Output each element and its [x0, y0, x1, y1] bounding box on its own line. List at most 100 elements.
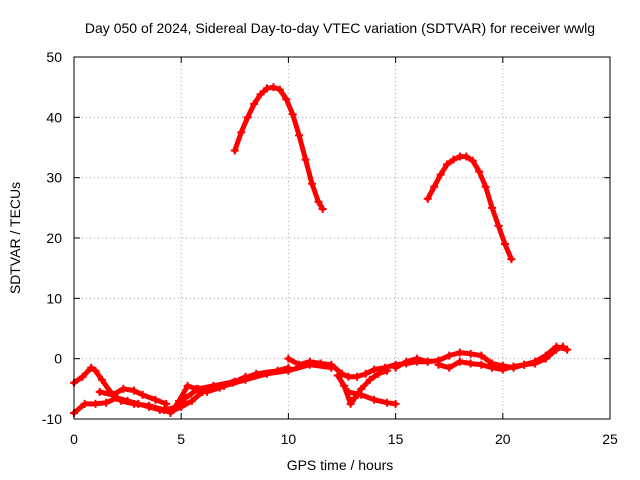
data-point	[192, 384, 201, 393]
data-point	[500, 240, 509, 249]
data-point	[91, 366, 100, 375]
data-point	[145, 401, 154, 410]
data-point	[288, 110, 297, 119]
data-point	[333, 371, 342, 380]
data-point	[162, 399, 171, 408]
y-tick-label: 20	[46, 230, 62, 246]
data-point	[95, 387, 104, 396]
series-base-late-2	[434, 342, 572, 374]
data-point	[434, 360, 443, 369]
data-point	[507, 255, 516, 264]
data-point	[269, 83, 278, 92]
data-point	[108, 390, 117, 399]
y-tick-label: 0	[54, 351, 62, 367]
x-axis-label: GPS time / hours	[287, 457, 394, 473]
data-point	[552, 342, 561, 351]
data-point	[455, 357, 464, 366]
data-point	[391, 399, 400, 408]
x-tick-label: 15	[388, 431, 404, 447]
data-point	[509, 362, 518, 371]
series-arc-2-peak	[423, 152, 516, 264]
data-point	[430, 182, 439, 191]
data-point	[357, 390, 366, 399]
y-tick-label: 10	[46, 290, 62, 306]
data-point	[365, 375, 374, 384]
data-point	[166, 408, 175, 417]
y-tick-label: -10	[42, 411, 62, 427]
x-tick-label: 25	[602, 431, 618, 447]
data-point	[307, 179, 316, 188]
data-point	[230, 146, 239, 155]
data-point	[327, 360, 336, 369]
data-point	[423, 194, 432, 203]
data-point	[183, 381, 192, 390]
data-point	[563, 345, 572, 354]
data-point	[455, 348, 464, 357]
data-point	[228, 378, 237, 387]
data-point	[295, 360, 304, 369]
data-point	[119, 384, 128, 393]
data-point	[282, 95, 291, 104]
data-point	[252, 369, 261, 378]
data-point	[256, 90, 265, 99]
data-point	[295, 131, 304, 140]
data-point	[284, 354, 293, 363]
data-point	[477, 360, 486, 369]
data-point	[344, 387, 353, 396]
data-point	[102, 398, 111, 407]
data-point	[481, 182, 490, 191]
data-point	[273, 366, 282, 375]
data-point	[314, 197, 323, 206]
data-point	[475, 167, 484, 176]
data-point	[449, 155, 458, 164]
data-point	[488, 203, 497, 212]
data-point	[275, 85, 284, 94]
data-point	[468, 156, 477, 165]
y-axis-label: SDTVAR / TECUs	[7, 182, 23, 294]
data-point	[78, 372, 87, 381]
data-point	[530, 357, 539, 366]
data-point	[445, 351, 454, 360]
data-point	[370, 395, 379, 404]
data-point	[87, 363, 96, 372]
data-point	[250, 100, 259, 109]
data-point	[160, 405, 169, 414]
data-point	[97, 375, 106, 384]
series-base-tail-low	[344, 387, 400, 408]
data-point	[466, 349, 475, 358]
data-point	[187, 396, 196, 405]
data-point	[520, 360, 529, 369]
data-point	[316, 359, 325, 368]
data-point	[423, 357, 432, 366]
data-point	[477, 351, 486, 360]
data-point	[498, 365, 507, 374]
data-point	[243, 113, 252, 122]
data-point	[130, 399, 139, 408]
data-point	[80, 399, 89, 408]
data-point	[466, 359, 475, 368]
data-point	[361, 369, 370, 378]
series-base-branch-b	[166, 372, 250, 417]
data-point	[443, 160, 452, 169]
series-base-branch-a	[95, 384, 171, 408]
data-point	[541, 351, 550, 360]
data-point	[488, 363, 497, 372]
series-line	[232, 84, 326, 212]
data-point	[301, 155, 310, 164]
data-point	[462, 152, 471, 161]
data-point	[215, 383, 224, 392]
data-point	[91, 399, 100, 408]
data-point	[151, 395, 160, 404]
x-tick-label: 10	[281, 431, 297, 447]
data-point	[402, 357, 411, 366]
chart-title: Day 050 of 2024, Sidereal Day-to-day VTE…	[85, 20, 595, 36]
series-layer	[70, 83, 572, 417]
data-point	[374, 369, 383, 378]
series-line	[425, 154, 514, 262]
data-point	[436, 170, 445, 179]
x-tick-label: 20	[495, 431, 511, 447]
data-point	[353, 372, 362, 381]
data-point	[346, 399, 355, 408]
data-point	[202, 387, 211, 396]
